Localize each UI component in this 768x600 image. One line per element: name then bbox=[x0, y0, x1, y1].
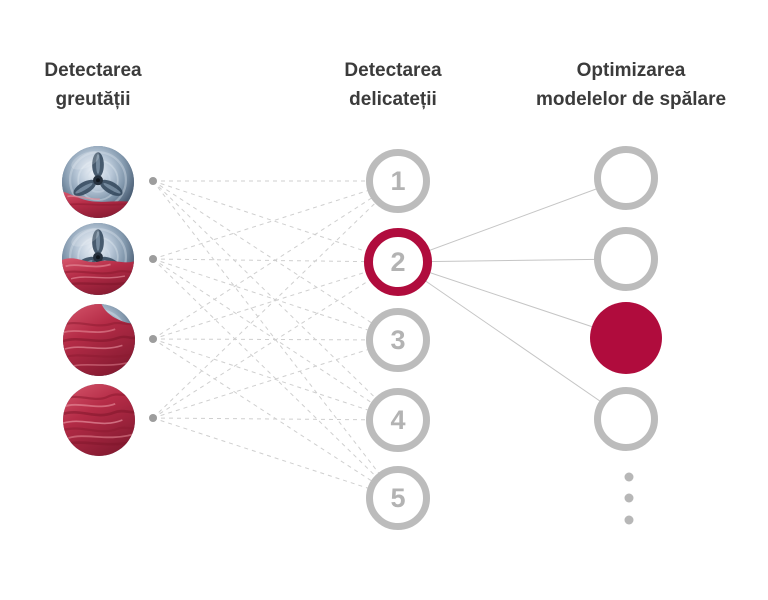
laundry-photo-1 bbox=[62, 146, 134, 218]
weight-detection-title: Detectarea greutății bbox=[44, 56, 141, 114]
weight-detection-title-line1: Detectarea bbox=[44, 60, 142, 81]
delicacy-detection-title-line1: Detectarea bbox=[344, 60, 442, 81]
delicacy-node-5: 5 bbox=[366, 466, 430, 530]
more-patterns-ellipsis-dot-3 bbox=[624, 515, 634, 525]
delicacy-node-1-label: 1 bbox=[390, 165, 406, 196]
drum-mostly-red-cloth-illustration bbox=[63, 304, 135, 376]
more-patterns-ellipsis-dot-1 bbox=[624, 472, 634, 482]
input-connector-dot-2 bbox=[149, 255, 157, 263]
drum-small-red-cloth-illustration bbox=[62, 146, 134, 218]
delicacy-detection-title: Detectarea delicateții bbox=[344, 56, 441, 114]
delicacy-node-1: 1 bbox=[366, 149, 430, 213]
laundry-photo-2 bbox=[62, 223, 134, 295]
delicacy-node-4-label: 4 bbox=[390, 404, 406, 435]
wash-pattern-node-2 bbox=[594, 227, 658, 291]
delicacy-node-2: 2 bbox=[364, 228, 432, 296]
delicacy-node-5-label: 5 bbox=[390, 482, 406, 513]
laundry-photo-3 bbox=[63, 304, 135, 376]
input-connector-dot-1 bbox=[149, 177, 157, 185]
wash-pattern-title-line2: modelelor de spălare bbox=[535, 89, 727, 110]
wash-pattern-title: Optimizarea modelelor de spălare bbox=[536, 56, 726, 114]
laundry-photo-4 bbox=[63, 384, 135, 456]
input-connector-dot-3 bbox=[149, 335, 157, 343]
delicacy-node-4: 4 bbox=[366, 388, 430, 452]
wash-pattern-node-3 bbox=[590, 302, 662, 374]
wash-pattern-title-line1: Optimizarea bbox=[576, 60, 686, 81]
full-red-cloth-illustration bbox=[63, 384, 135, 456]
drum-half-red-cloth-illustration bbox=[62, 223, 134, 295]
input-connector-dot-4 bbox=[149, 414, 157, 422]
more-patterns-ellipsis-dot-2 bbox=[624, 493, 634, 503]
delicacy-node-2-label: 2 bbox=[390, 246, 406, 277]
wash-pattern-node-1 bbox=[594, 146, 658, 210]
delicacy-detection-title-line2: delicateții bbox=[349, 89, 437, 110]
wash-pattern-node-4 bbox=[594, 387, 658, 451]
delicacy-node-3: 3 bbox=[366, 308, 430, 372]
delicacy-node-3-label: 3 bbox=[390, 324, 406, 355]
weight-detection-title-line2: greutății bbox=[55, 89, 131, 110]
